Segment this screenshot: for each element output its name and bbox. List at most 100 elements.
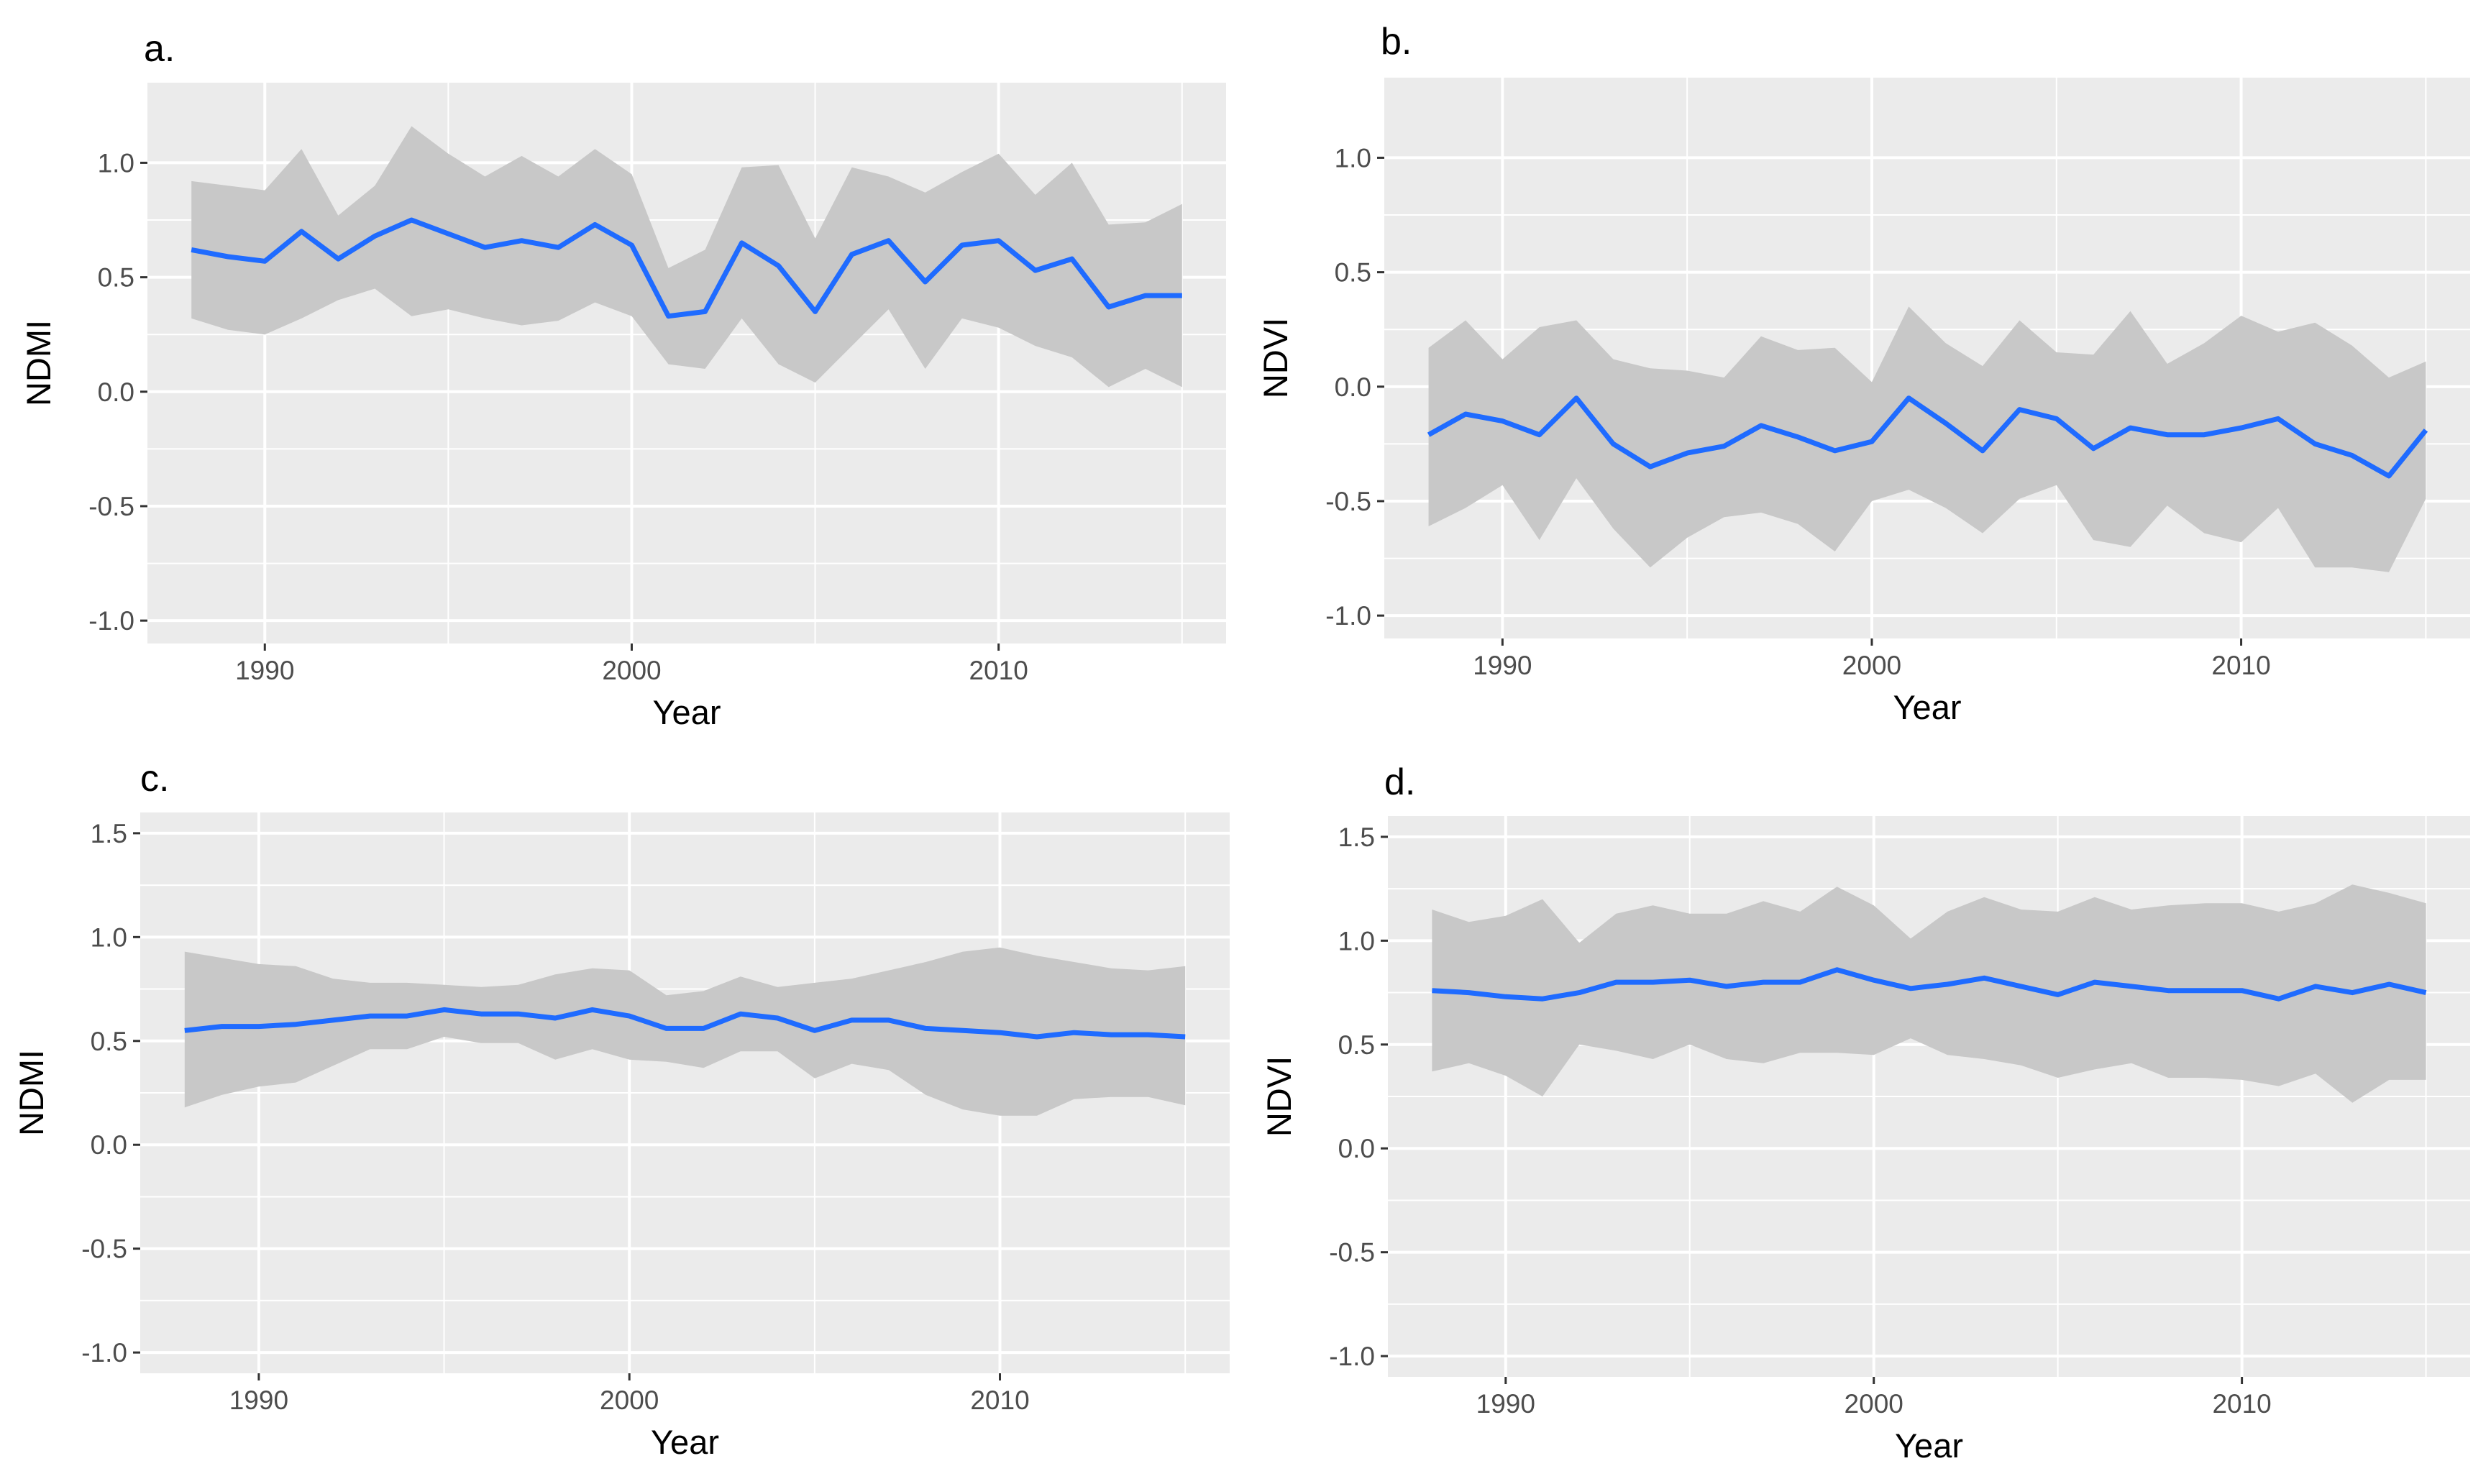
data-point (1871, 977, 1877, 983)
mean-line (1432, 967, 2427, 1002)
x-tick-label: 2010 (2212, 1389, 2271, 1419)
data-point (482, 244, 488, 250)
data-point (590, 1007, 595, 1012)
mean-line (1427, 395, 2428, 479)
data-point (1143, 293, 1148, 298)
confidence-ribbon (1432, 884, 2426, 1103)
data-point (1687, 977, 1693, 983)
y-tick-label: 0.5 (91, 1027, 127, 1056)
mean-line (191, 217, 1182, 319)
data-point (1106, 304, 1112, 310)
data-point (923, 279, 928, 285)
data-point (2090, 446, 2096, 452)
data-point (849, 1017, 854, 1023)
y-tick-label: 0.5 (98, 263, 134, 293)
data-point (813, 308, 818, 314)
data-point (1108, 1032, 1114, 1038)
y-tick-label: -0.5 (81, 1235, 127, 1264)
data-point (1182, 1034, 1188, 1040)
panel-label: b. (1381, 21, 1412, 63)
data-point (518, 238, 524, 244)
data-point (2129, 984, 2134, 989)
data-point (262, 258, 268, 264)
data-point (552, 1015, 558, 1021)
data-point (367, 1013, 372, 1019)
data-point (1684, 450, 1690, 456)
y-axis-title: NDVI (1256, 318, 1294, 398)
x-axis-title: Year (651, 1423, 719, 1461)
confidence-ribbon (191, 126, 1182, 388)
data-point (1576, 990, 1582, 996)
x-tick-label: 1990 (235, 656, 294, 685)
data-point (2165, 432, 2170, 438)
data-point (1146, 1032, 1151, 1038)
data-point (2165, 988, 2171, 994)
x-tick-label: 1990 (1473, 651, 1532, 680)
data-point (959, 242, 965, 248)
y-tick-label: 0.5 (1335, 258, 1371, 288)
data-point (1908, 986, 1914, 991)
data-point (1466, 990, 1472, 996)
data-point (1832, 448, 1838, 454)
data-point (849, 252, 855, 257)
panel-label: c. (140, 758, 169, 800)
x-tick-label: 2000 (602, 656, 661, 685)
data-point (2239, 425, 2244, 431)
data-point (1906, 395, 1911, 401)
data-point (442, 1007, 447, 1012)
data-point (2016, 407, 2022, 413)
panel-label: a. (144, 28, 175, 70)
data-point (188, 247, 194, 252)
confidence-ribbon (1428, 306, 2426, 572)
data-point (256, 1024, 262, 1030)
confidence-ribbon (184, 947, 1186, 1116)
data-point (1647, 464, 1653, 470)
y-tick-label: -1.0 (88, 606, 134, 636)
data-point (2055, 991, 2061, 997)
data-point (1981, 975, 1987, 981)
y-tick-label: -1.0 (1329, 1342, 1375, 1371)
data-point (776, 263, 782, 269)
data-point (182, 1027, 188, 1033)
data-point (1797, 979, 1803, 985)
y-tick-label: 0.0 (98, 377, 134, 407)
data-point (219, 1024, 224, 1030)
y-tick-label: 1.5 (1338, 823, 1375, 852)
x-tick-label: 1990 (229, 1385, 288, 1415)
panel-label: d. (1384, 761, 1415, 803)
data-point (1503, 994, 1509, 999)
data-point (1650, 979, 1656, 985)
x-tick-label: 2000 (1845, 1389, 1903, 1419)
y-tick-label: 0.5 (1338, 1030, 1375, 1060)
data-point (408, 217, 414, 223)
data-point (293, 1022, 298, 1027)
data-point (1834, 967, 1840, 973)
data-point (1724, 984, 1729, 989)
data-point (1179, 293, 1185, 298)
data-point (2386, 473, 2392, 479)
y-axis-title: NDMI (19, 320, 58, 406)
x-axis-title: Year (1893, 688, 1962, 726)
data-point (665, 313, 671, 319)
y-tick-label: 0.0 (1338, 1134, 1375, 1163)
data-point (812, 1027, 818, 1033)
y-tick-label: -1.0 (81, 1338, 127, 1368)
y-tick-label: -0.5 (1329, 1238, 1375, 1268)
data-point (330, 1017, 336, 1023)
data-point (2127, 425, 2133, 431)
data-point (516, 1011, 521, 1017)
data-point (225, 254, 231, 260)
data-point (1071, 1030, 1077, 1035)
data-point (886, 1017, 892, 1023)
y-tick-label: 1.0 (1335, 143, 1371, 173)
data-point (626, 1013, 632, 1019)
x-tick-label: 2000 (600, 1385, 659, 1415)
data-point (997, 1030, 1003, 1035)
data-point (1943, 421, 1949, 426)
y-tick-label: 1.0 (91, 922, 127, 952)
data-point (1069, 256, 1075, 262)
data-point (445, 231, 451, 237)
y-tick-label: 1.0 (98, 148, 134, 178)
data-point (996, 238, 1002, 244)
x-tick-label: 2010 (2211, 651, 2270, 680)
